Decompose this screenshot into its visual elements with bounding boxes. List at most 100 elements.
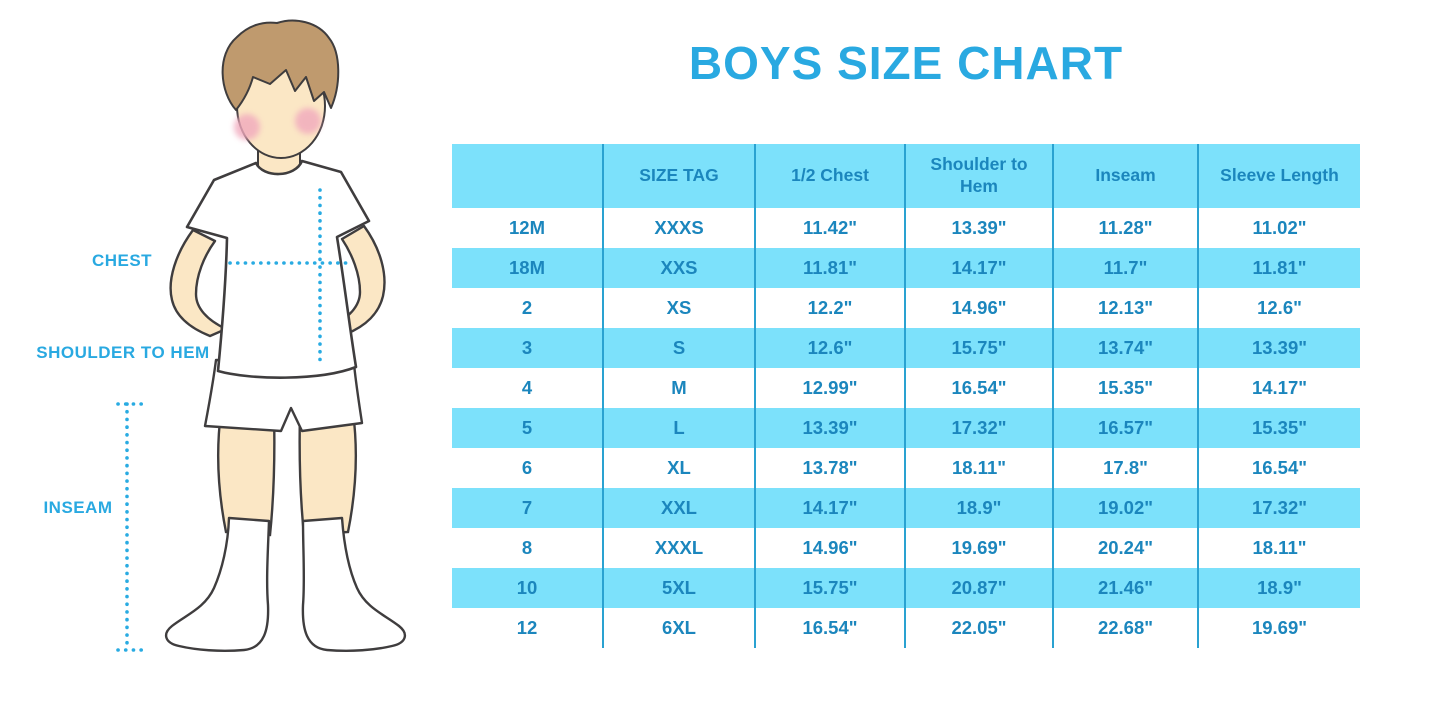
- table-row: 12 6XL 16.54" 22.05" 22.68" 19.69": [452, 608, 1360, 648]
- column-header-sleeve-length: Sleeve Length: [1197, 144, 1360, 208]
- table-cell: 14.96": [754, 528, 905, 568]
- table-cell: XXS: [602, 248, 755, 288]
- table-row: 7 XXL 14.17" 18.9" 19.02" 17.32": [452, 488, 1360, 528]
- table-cell: 20.24": [1052, 528, 1198, 568]
- column-header-inseam: Inseam: [1052, 144, 1198, 208]
- table-cell: 11.81": [754, 248, 905, 288]
- column-header-half-chest: 1/2 Chest: [754, 144, 905, 208]
- table-cell: 11.42": [754, 208, 905, 248]
- table-cell: L: [602, 408, 755, 448]
- table-cell: 17.32": [904, 408, 1053, 448]
- table-cell: XS: [602, 288, 755, 328]
- right-leg: [298, 410, 357, 537]
- table-cell: 16.54": [904, 368, 1053, 408]
- header-row: SIZE TAG 1/2 Chest Shoulder to Hem Insea…: [452, 144, 1360, 208]
- table-cell: XL: [602, 448, 755, 488]
- table-cell: 15.75": [904, 328, 1053, 368]
- left-sock: [164, 516, 271, 652]
- table-cell: XXL: [602, 488, 755, 528]
- table-cell: 12.6": [754, 328, 905, 368]
- table-cell: 16.57": [1052, 408, 1198, 448]
- table-body: 12M XXXS 11.42" 13.39" 11.28" 11.02" 18M XXS 11…: [452, 208, 1360, 648]
- right-cheek: [295, 108, 321, 134]
- table-cell: 6: [521, 457, 533, 478]
- boy-illustration: [116, 19, 407, 652]
- table-cell: XXXS: [602, 208, 755, 248]
- table-cell: 16.54": [1197, 448, 1360, 488]
- table-row: 6 XL 13.78" 18.11" 17.8" 16.54": [452, 448, 1360, 488]
- table-cell: 4: [521, 377, 533, 398]
- table-cell: 5: [521, 417, 533, 438]
- table-cell: 19.69": [904, 528, 1053, 568]
- table-cell: 13.39": [1197, 328, 1360, 368]
- table-row: 18M XXS 11.81" 14.17" 11.7" 11.81": [452, 248, 1360, 288]
- table-row: 3 S 12.6" 15.75" 13.74" 13.39": [452, 328, 1360, 368]
- table-cell: 17.8": [1052, 448, 1198, 488]
- table-cell: 21.46": [1052, 568, 1198, 608]
- table-cell: 17.32": [1197, 488, 1360, 528]
- table-cell: 13.78": [754, 448, 905, 488]
- table-row: 10 5XL 15.75" 20.87" 21.46" 18.9": [452, 568, 1360, 608]
- size-chart-table: SIZE TAG 1/2 Chest Shoulder to Hem Insea…: [452, 144, 1360, 648]
- table-cell: 18.9": [1197, 568, 1360, 608]
- left-cheek: [234, 114, 260, 140]
- table-cell: 11.28": [1052, 208, 1198, 248]
- table-cell: S: [602, 328, 755, 368]
- table-header: SIZE TAG 1/2 Chest Shoulder to Hem Insea…: [452, 144, 1360, 208]
- table-cell: 12.6": [1197, 288, 1360, 328]
- table-row: 12M XXXS 11.42" 13.39" 11.28" 11.02": [452, 208, 1360, 248]
- table-cell: 19.02": [1052, 488, 1198, 528]
- chest-label: CHEST: [91, 251, 153, 270]
- table-cell: 11.02": [1197, 208, 1360, 248]
- table-cell: 13.74": [1052, 328, 1198, 368]
- table-cell: 15.35": [1052, 368, 1198, 408]
- column-header-shoulder-to-hem: Shoulder to Hem: [904, 144, 1053, 208]
- table-cell: 7: [521, 497, 533, 518]
- shoulder-to-hem-label: SHOULDER TO HEM: [36, 343, 210, 362]
- table-cell: 18.11": [1197, 528, 1360, 568]
- column-header-size-tag: SIZE TAG: [602, 144, 755, 208]
- table-cell: 12.2": [754, 288, 905, 328]
- left-arm: [169, 228, 228, 338]
- column-header-age: [452, 144, 603, 208]
- table-cell: 15.35": [1197, 408, 1360, 448]
- table-cell: 8: [521, 537, 533, 558]
- table-cell: 12.13": [1052, 288, 1198, 328]
- table-cell: 22.68": [1052, 608, 1198, 648]
- inseam-label: INSEAM: [43, 498, 113, 517]
- table-cell: 22.05": [904, 608, 1053, 648]
- table-cell: 15.75": [754, 568, 905, 608]
- table-row: 8 XXXL 14.96" 19.69" 20.24" 18.11": [452, 528, 1360, 568]
- table-cell: 13.39": [904, 208, 1053, 248]
- table-cell: 2: [521, 297, 533, 318]
- table-cell: 3: [521, 337, 533, 358]
- table-cell: 18M: [509, 257, 545, 278]
- table-cell: 18.11": [904, 448, 1053, 488]
- right-sock: [301, 516, 407, 652]
- t-shirt: [185, 159, 371, 379]
- table-cell: 10: [516, 577, 538, 598]
- table-cell: 14.17": [904, 248, 1053, 288]
- table-cell: 13.39": [754, 408, 905, 448]
- table-cell: 14.96": [904, 288, 1053, 328]
- shorts: [203, 358, 364, 433]
- table-row: 4 M 12.99" 16.54" 15.35" 14.17": [452, 368, 1360, 408]
- page-title: BOYS SIZE CHART: [688, 37, 1124, 89]
- table-cell: 12: [516, 617, 538, 638]
- table-cell: 18.9": [904, 488, 1053, 528]
- table-cell: 11.7": [1052, 248, 1198, 288]
- table-cell: 5XL: [602, 568, 755, 608]
- table-cell: 19.69": [1197, 608, 1360, 648]
- table-cell: 20.87": [904, 568, 1053, 608]
- table-cell: M: [602, 368, 755, 408]
- table-cell: 6XL: [602, 608, 755, 648]
- table-cell: 11.81": [1197, 248, 1360, 288]
- table-cell: 14.17": [1197, 368, 1360, 408]
- table-cell: 16.54": [754, 608, 905, 648]
- table-cell: 12M: [509, 217, 545, 238]
- table-cell: 12.99": [754, 368, 905, 408]
- left-leg: [217, 410, 276, 537]
- table-cell: 14.17": [754, 488, 905, 528]
- table-row: 2 XS 12.2" 14.96" 12.13" 12.6": [452, 288, 1360, 328]
